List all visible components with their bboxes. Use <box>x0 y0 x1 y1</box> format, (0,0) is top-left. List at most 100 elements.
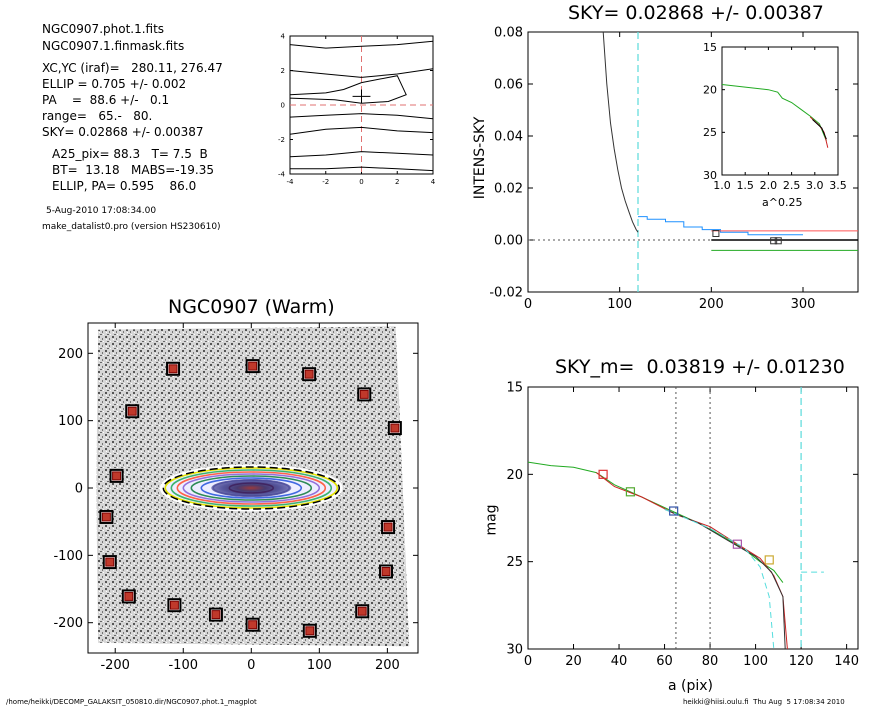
info-date: 5-Aug-2010 17:08:34.00 <box>46 206 157 216</box>
contour-line <box>289 68 434 78</box>
mag-xtick-label: 60 <box>656 654 673 669</box>
sky-ytick-label: 0.04 <box>494 130 523 145</box>
contour-line <box>290 166 434 172</box>
info-range: range= 65.- 80. <box>42 109 153 123</box>
sky-xtick-label: 200 <box>699 297 724 312</box>
contour-xtick-label: 0 <box>359 178 363 186</box>
galaxy-ytick-label: 0 <box>75 482 83 497</box>
sky-xtick-label: 100 <box>607 297 632 312</box>
inset-background <box>722 47 838 175</box>
galaxy-isophote <box>200 477 303 499</box>
sky-profile-title: SKY= 0.02868 +/- 0.00387 <box>568 2 824 24</box>
mag-marker <box>598 469 608 479</box>
mag-xtick-label: 40 <box>611 654 628 669</box>
mask-marker-inner <box>211 610 221 620</box>
mag-ytick-label: 15 <box>506 381 523 396</box>
inset-ytick-label: 15 <box>703 41 717 54</box>
galaxy-isophote <box>176 471 327 505</box>
inset-xtick-label: 1.0 <box>713 179 731 192</box>
sky-marker <box>770 237 778 245</box>
contour-line <box>289 113 434 120</box>
info-program: make_datalist0.pro (version HS230610) <box>42 222 221 232</box>
mag-xtick-label: 80 <box>702 654 719 669</box>
galaxy-ytick-label: 100 <box>58 414 83 429</box>
galaxy-xtick-label: 0 <box>247 658 255 673</box>
sky-marker <box>774 237 782 245</box>
info-bt: BT= 13.18 MABS=-19.35 <box>52 163 214 177</box>
sky-xtick-label: 300 <box>791 297 816 312</box>
mag-xtick-label: 120 <box>789 654 814 669</box>
sky-frame <box>527 31 859 293</box>
inset-frame <box>721 46 839 176</box>
mag-frame <box>527 386 859 650</box>
sky-ytick-label: 0.08 <box>494 26 523 41</box>
inset-xtick-label: 2.0 <box>760 179 778 192</box>
galaxy-isophote <box>190 475 313 501</box>
inset-xtick-label: 3.5 <box>829 179 847 192</box>
inset-series-line <box>721 84 827 142</box>
mask-marker-inner <box>357 606 367 616</box>
inset-xtick-label: 1.5 <box>736 179 754 192</box>
inset-xtick-label: 2.5 <box>783 179 801 192</box>
galaxy-xtick-label: 100 <box>307 658 332 673</box>
inset-xlabel: a^0.25 <box>762 196 803 209</box>
contour-ytick-label: 4 <box>281 32 286 40</box>
mag-marker <box>764 555 774 565</box>
mag-xtick-label: 100 <box>743 654 768 669</box>
galaxy-fit-ellipse <box>162 466 341 510</box>
contour-xtick-label: -4 <box>287 178 295 186</box>
sky-ytick-label: -0.02 <box>489 286 523 301</box>
contour-line <box>289 75 407 104</box>
mag-profile-title: SKY_m= 0.03819 +/- 0.01230 <box>555 356 845 378</box>
mask-marker-inner <box>305 626 315 636</box>
mag-series-line <box>664 508 775 650</box>
mag-marker <box>669 506 679 516</box>
galaxy-xtick-label: -100 <box>168 658 198 673</box>
sky-ytick-label: 0.02 <box>494 182 523 197</box>
inset-xtick-label: 3.0 <box>806 179 824 192</box>
mag-series-line <box>527 461 784 583</box>
contour-line <box>289 126 434 135</box>
sky-ytick-label: 0.06 <box>494 78 523 93</box>
mask-marker-inner <box>101 512 111 522</box>
sky-ytick-label: 0.00 <box>494 234 523 249</box>
inset-ytick-label: 20 <box>703 84 717 97</box>
mask-marker-inner <box>248 361 258 371</box>
mask-marker-inner <box>383 522 393 532</box>
mag-marker <box>732 539 742 549</box>
mag-profile-xlabel: a (pix) <box>668 678 714 694</box>
mag-ytick-label: 25 <box>506 555 523 570</box>
galaxy-isophote <box>164 467 339 509</box>
mag-xtick-label: 140 <box>834 654 859 669</box>
galaxy-ytick-label: -100 <box>53 549 83 564</box>
inset-ytick-label: 30 <box>703 169 717 182</box>
mask-marker-inner <box>169 600 179 610</box>
mask-marker-inner <box>112 471 122 481</box>
info-file1: NGC0907.phot.1.fits <box>42 22 165 36</box>
info-sky: SKY= 0.02868 +/- 0.00387 <box>42 125 204 139</box>
galaxy-isophote <box>170 469 333 507</box>
info-pa: PA = 88.6 +/- 0.1 <box>42 93 170 107</box>
mag-xtick-label: 20 <box>565 654 582 669</box>
galaxy-ytick-label: -200 <box>53 616 83 631</box>
galaxy-xtick-label: 200 <box>375 658 400 673</box>
inset-ytick-label: 25 <box>703 126 717 139</box>
contour-line <box>289 151 434 158</box>
contour-ytick-label: 2 <box>281 67 285 75</box>
sky-series-line <box>638 216 803 236</box>
info-xcyc: XC,YC (iraf)= 280.11, 276.47 <box>42 61 223 75</box>
mag-series-line <box>664 508 786 650</box>
contour-xtick-label: -2 <box>322 178 329 186</box>
mask-marker-inner <box>390 423 400 433</box>
info-ellip: ELLIP = 0.705 +/- 0.002 <box>42 77 187 91</box>
contour-xtick-label: 4 <box>431 178 436 186</box>
info-file2: NGC0907.1.finmask.fits <box>42 39 185 53</box>
footer-path: /home/heikki/DECOMP_GALAKSIT_050810.dir/… <box>6 698 257 706</box>
sky-marker <box>712 230 720 237</box>
contour-ytick-label: 0 <box>281 101 285 109</box>
mask-marker-inner <box>105 557 115 567</box>
mag-marker <box>625 487 636 497</box>
sky-series-line <box>602 31 639 233</box>
galaxy-image-title: NGC0907 (Warm) <box>168 296 335 318</box>
